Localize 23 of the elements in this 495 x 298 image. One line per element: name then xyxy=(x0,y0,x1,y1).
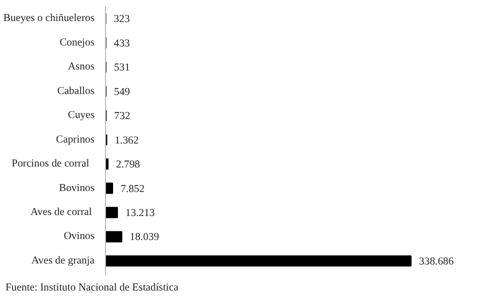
y-tick-label: Cuyes xyxy=(68,110,94,122)
y-tick-label: Bovinos xyxy=(58,182,95,194)
data-label: 2.798 xyxy=(116,160,140,171)
y-tick-label: Conejos xyxy=(60,37,95,48)
y-tick-label: Bueyes o chiñueleros xyxy=(3,13,95,24)
data-label: 531 xyxy=(114,62,130,74)
y-tick-label: Aves de granja xyxy=(31,255,95,266)
data-label: 13.213 xyxy=(125,208,155,219)
data-label: 7.852 xyxy=(120,184,145,195)
data-label: 338.686 xyxy=(419,256,454,268)
y-tick-label: Porcinos de corral xyxy=(12,158,90,170)
y-tick-label: Caballos xyxy=(57,86,95,97)
source-note: Fuente: Instituto Nacional de Estadística xyxy=(6,282,179,294)
data-label: 433 xyxy=(114,38,130,50)
y-tick-label: Caprinos xyxy=(56,134,95,146)
y-tick-label: Asnos xyxy=(68,62,95,73)
data-label: 732 xyxy=(114,111,130,122)
y-tick-label: Ovinos xyxy=(64,231,95,242)
data-label: 549 xyxy=(114,86,130,98)
data-label: 1.362 xyxy=(114,135,139,146)
data-label: 18.039 xyxy=(130,232,160,244)
data-label: 323 xyxy=(114,14,130,26)
y-tick-label: Aves de corral xyxy=(30,206,92,218)
